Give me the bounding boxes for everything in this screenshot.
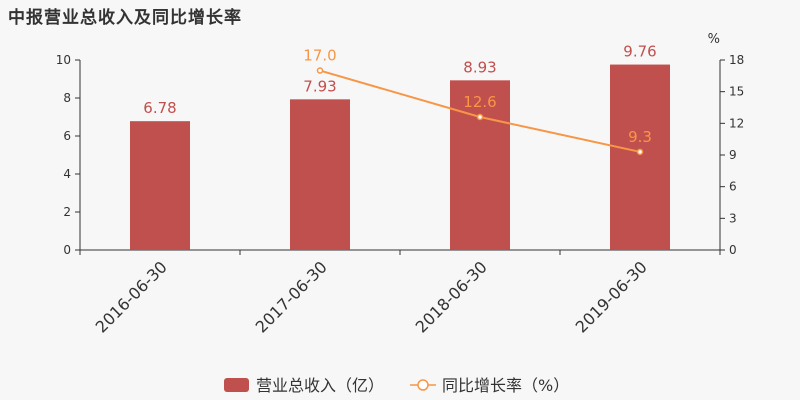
- x-tick-label: 2016-06-30: [92, 257, 171, 336]
- bar-value-label: 6.78: [143, 99, 176, 117]
- y-left-tick-label: 10: [56, 53, 71, 67]
- line-value-label: 17.0: [303, 47, 336, 65]
- y-left-tick-label: 4: [63, 167, 71, 181]
- chart-title: 中报营业总收入及同比增长率: [8, 8, 242, 28]
- y-left-tick-label: 2: [63, 205, 71, 219]
- y-left-tick-label: 0: [63, 243, 71, 257]
- legend-bar-label: 营业总收入（亿）: [256, 376, 384, 395]
- legend-bar-swatch: [224, 378, 249, 392]
- x-tick-label: 2019-06-30: [572, 257, 651, 336]
- line-point: [316, 67, 324, 74]
- bar: [610, 64, 670, 250]
- y-right-tick-label: 12: [729, 116, 744, 130]
- y-right-tick-label: 6: [729, 180, 737, 194]
- line-point: [476, 113, 484, 121]
- bar: [290, 99, 350, 250]
- y-right-tick-label: 18: [729, 53, 744, 67]
- legend-line-marker: [417, 379, 429, 391]
- bar: [130, 121, 190, 251]
- bar-value-label: 9.76: [623, 43, 656, 61]
- x-tick-label: 2018-06-30: [412, 257, 491, 336]
- y-right-tick-label: 9: [729, 148, 737, 162]
- line-point: [636, 148, 644, 156]
- line-value-label: 12.6: [463, 93, 496, 111]
- y-right-tick-label: 3: [729, 211, 737, 225]
- y-right-tick-label: 15: [729, 85, 744, 99]
- bar: [450, 80, 510, 250]
- y-right-unit-label: %: [708, 32, 720, 47]
- legend-line-label: 同比增长率（%）: [442, 376, 569, 395]
- y-right-tick-label: 0: [729, 243, 737, 257]
- x-tick-label: 2017-06-30: [252, 257, 331, 336]
- line-value-label: 9.3: [628, 128, 652, 146]
- y-left-tick-label: 8: [63, 91, 71, 105]
- bar-value-label: 8.93: [463, 58, 496, 76]
- y-left-tick-label: 6: [63, 129, 71, 143]
- bar-value-label: 7.93: [303, 77, 336, 95]
